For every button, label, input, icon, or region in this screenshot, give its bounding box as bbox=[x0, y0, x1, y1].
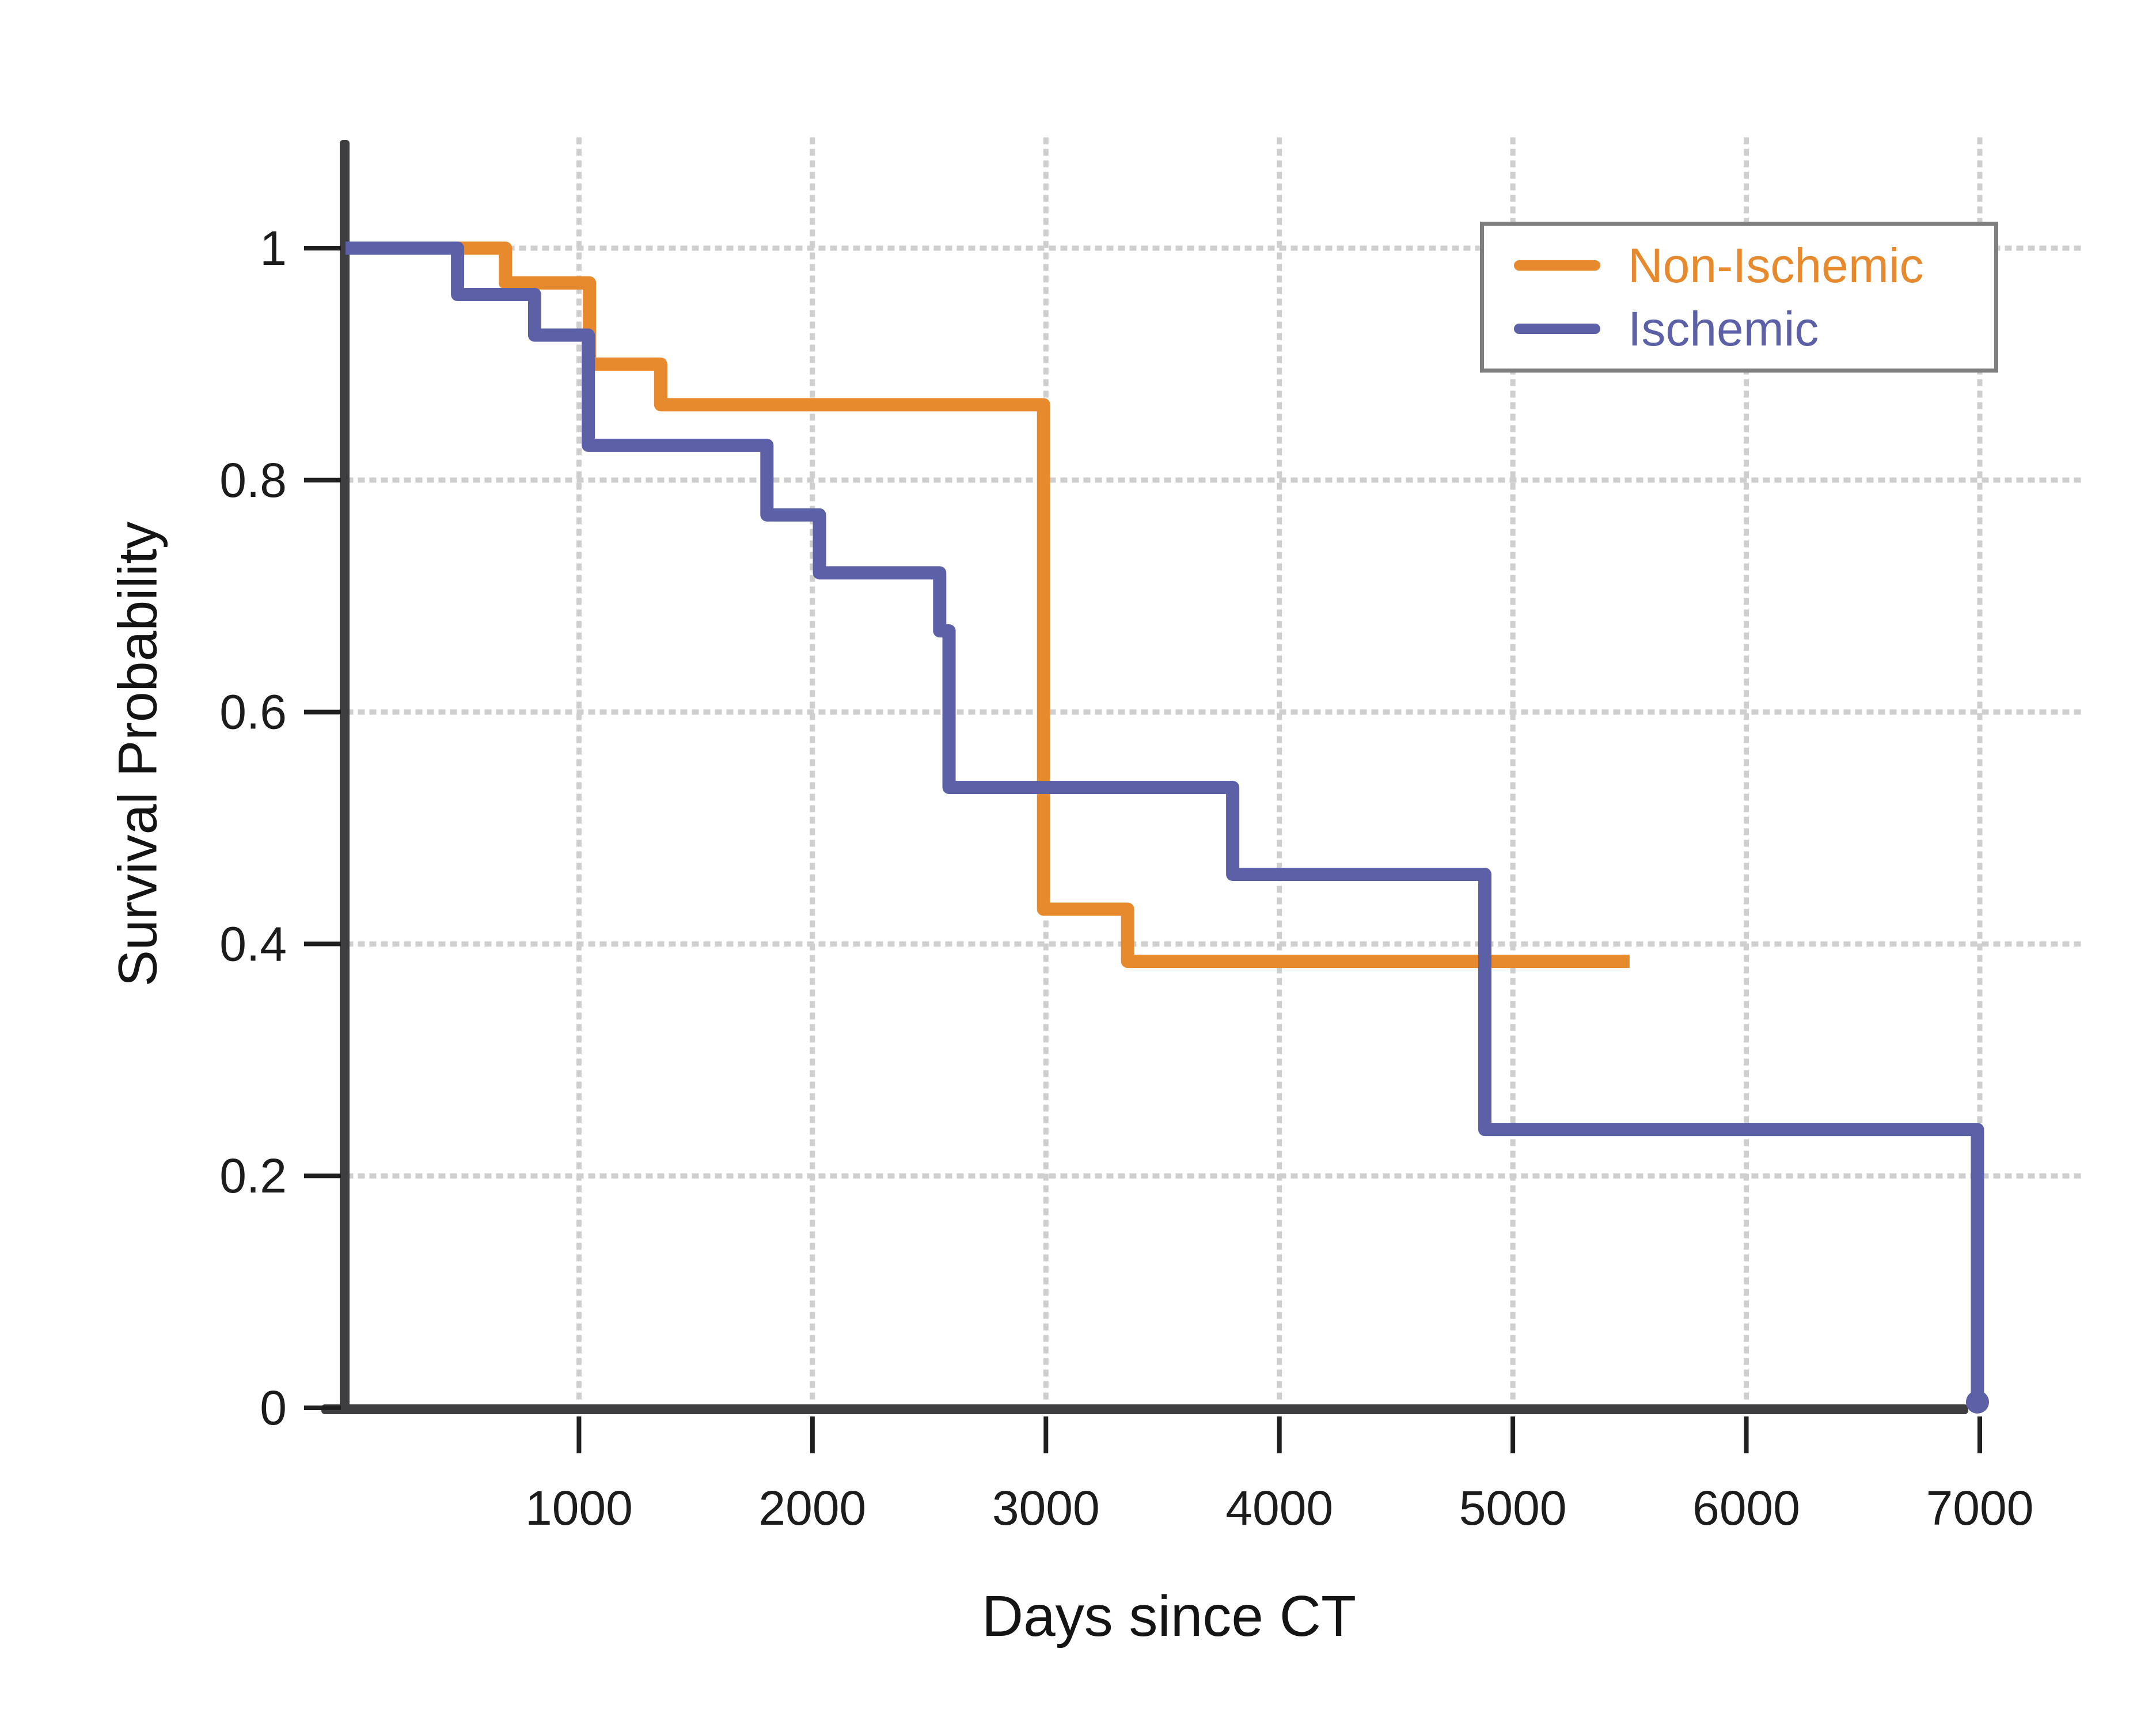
non-ischemic-curve bbox=[346, 241, 1630, 968]
x-tick-label-3000: 3000 bbox=[992, 1481, 1100, 1535]
axis-ticks bbox=[304, 246, 1982, 1453]
x-tick-label-6000: 6000 bbox=[1692, 1481, 1800, 1535]
ischemic-end-dot bbox=[1966, 1390, 1989, 1414]
y-tick-label-0.2: 0.2 bbox=[219, 1149, 287, 1203]
x-axis-spine bbox=[321, 1404, 1968, 1414]
y-tick-label-0.4: 0.4 bbox=[219, 917, 287, 971]
legend-item-non-ischemic: Non-Ischemic bbox=[1514, 241, 1994, 290]
legend-label-ischemic: Ischemic bbox=[1628, 302, 1819, 356]
legend-label-non-ischemic: Non-Ischemic bbox=[1628, 238, 1924, 293]
y-tick-label-0.6: 0.6 bbox=[219, 685, 287, 739]
y-tick-label-1: 1 bbox=[260, 221, 287, 275]
series-curves bbox=[346, 241, 1984, 1409]
y-tick-label-0: 0 bbox=[260, 1381, 287, 1435]
x-axis-title: Days since CT bbox=[981, 1584, 1357, 1649]
y-axis-spine bbox=[340, 140, 350, 1414]
series-end-markers bbox=[1966, 1390, 1989, 1414]
x-tick-label-4000: 4000 bbox=[1225, 1481, 1333, 1535]
axis-tick-labels: 0 0.2 0.4 0.6 0.8 1 1000 2000 3000 4000 5000 6000 70… bbox=[219, 221, 2033, 1535]
x-tick-label-7000: 7000 bbox=[1926, 1481, 2034, 1535]
x-tick-label-5000: 5000 bbox=[1459, 1481, 1567, 1535]
ischemic-curve bbox=[346, 241, 1984, 1409]
x-tick-label-2000: 2000 bbox=[758, 1481, 866, 1535]
ischemic-line-swatch bbox=[1514, 324, 1600, 334]
x-tick-label-1000: 1000 bbox=[525, 1481, 633, 1535]
legend-item-ischemic: Ischemic bbox=[1514, 305, 1994, 353]
y-axis-title: Survival Probability bbox=[107, 521, 169, 987]
legend: Non-Ischemic Ischemic bbox=[1480, 222, 1998, 373]
y-tick-label-0.8: 0.8 bbox=[219, 453, 287, 507]
non-ischemic-line-swatch bbox=[1514, 260, 1600, 271]
